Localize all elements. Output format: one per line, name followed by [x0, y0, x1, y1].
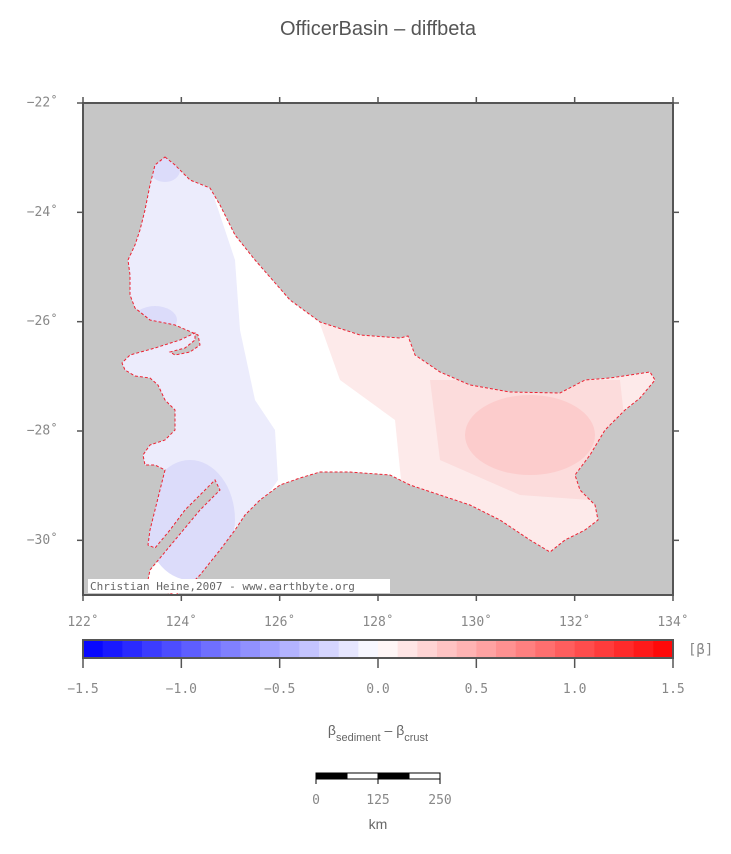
colorbar-cell: [456, 640, 477, 658]
colorbar-label: βsediment – βcrust: [328, 722, 428, 744]
colorbar-cell: [181, 640, 202, 658]
credit-box: [88, 579, 390, 593]
colorbar-cell: [476, 640, 497, 658]
scale-tick-label: 0: [312, 793, 320, 808]
x-tick-label: 124˚: [166, 614, 197, 630]
label-part: –: [381, 722, 397, 738]
label-part: β: [396, 722, 404, 738]
colorbar-cell: [496, 640, 517, 658]
colorbar-cell: [555, 640, 576, 658]
x-tick-label: 126˚: [264, 614, 295, 630]
colorbar-cell: [397, 640, 418, 658]
colorbar-cell: [122, 640, 143, 658]
colorbar-cell: [633, 640, 654, 658]
title: OfficerBasin – diffbeta: [280, 18, 477, 40]
colorbar-cell: [319, 640, 340, 658]
colorbar-tick-label: 1.5: [661, 682, 684, 697]
scale-tick-label: 250: [428, 793, 451, 808]
colorbar-cell: [515, 640, 536, 658]
colorbar-cell: [614, 640, 635, 658]
y-tick-label: −30˚: [27, 532, 58, 548]
colorbar-tick-label: −1.5: [67, 682, 98, 697]
colorbar-cell: [201, 640, 222, 658]
colorbar-cell: [358, 640, 379, 658]
colorbar-cell: [220, 640, 241, 658]
scale-segment: [408, 772, 441, 780]
colorbar-cell: [535, 640, 556, 658]
y-tick-label: −28˚: [27, 423, 58, 439]
colorbar-cell: [378, 640, 399, 658]
colorbar-tick-label: −0.5: [264, 682, 295, 697]
colorbar-cell: [83, 640, 104, 658]
colorbar-cell: [279, 640, 300, 658]
x-tick-label: 134˚: [657, 614, 688, 630]
y-tick-label: −22˚: [27, 95, 58, 111]
label-part: sediment: [336, 732, 381, 744]
colorbar-cell: [240, 640, 261, 658]
scale-segment: [315, 772, 348, 780]
colorbar-cell: [653, 640, 674, 658]
scale-segment: [346, 772, 379, 780]
colorbar-tick-label: 0.5: [465, 682, 488, 697]
colorbar-cell: [260, 640, 281, 658]
x-tick-label: 132˚: [559, 614, 590, 630]
x-tick-label: 128˚: [362, 614, 393, 630]
x-tick-label: 122˚: [67, 614, 98, 630]
colorbar-cell: [161, 640, 182, 658]
x-tick-label: 130˚: [461, 614, 492, 630]
colorbar-cell: [299, 640, 320, 658]
colorbar-tick-label: 1.0: [563, 682, 586, 697]
y-tick-label: −24˚: [27, 204, 58, 220]
credit: Christian Heine,2007 - www.earthbyte.org: [90, 580, 355, 593]
scale-tick-label: 125: [366, 793, 389, 808]
y-tick-label: −26˚: [27, 313, 58, 329]
colorbar-cell: [437, 640, 458, 658]
colorbar-tick-label: 0.0: [366, 682, 389, 697]
colorbar-cell: [142, 640, 163, 658]
colorbar-cell: [338, 640, 359, 658]
scale-unit: km: [369, 816, 388, 832]
scale-segment: [377, 772, 410, 780]
colorbar-cell: [102, 640, 123, 658]
colorbar-tick-label: −1.0: [166, 682, 197, 697]
colorbar-cell: [594, 640, 615, 658]
label-part: β: [328, 722, 336, 738]
colorbar-cell: [417, 640, 438, 658]
colorbar-cell: [574, 640, 595, 658]
colorbar-unit: [β]: [688, 642, 713, 658]
label-part: crust: [404, 732, 428, 744]
